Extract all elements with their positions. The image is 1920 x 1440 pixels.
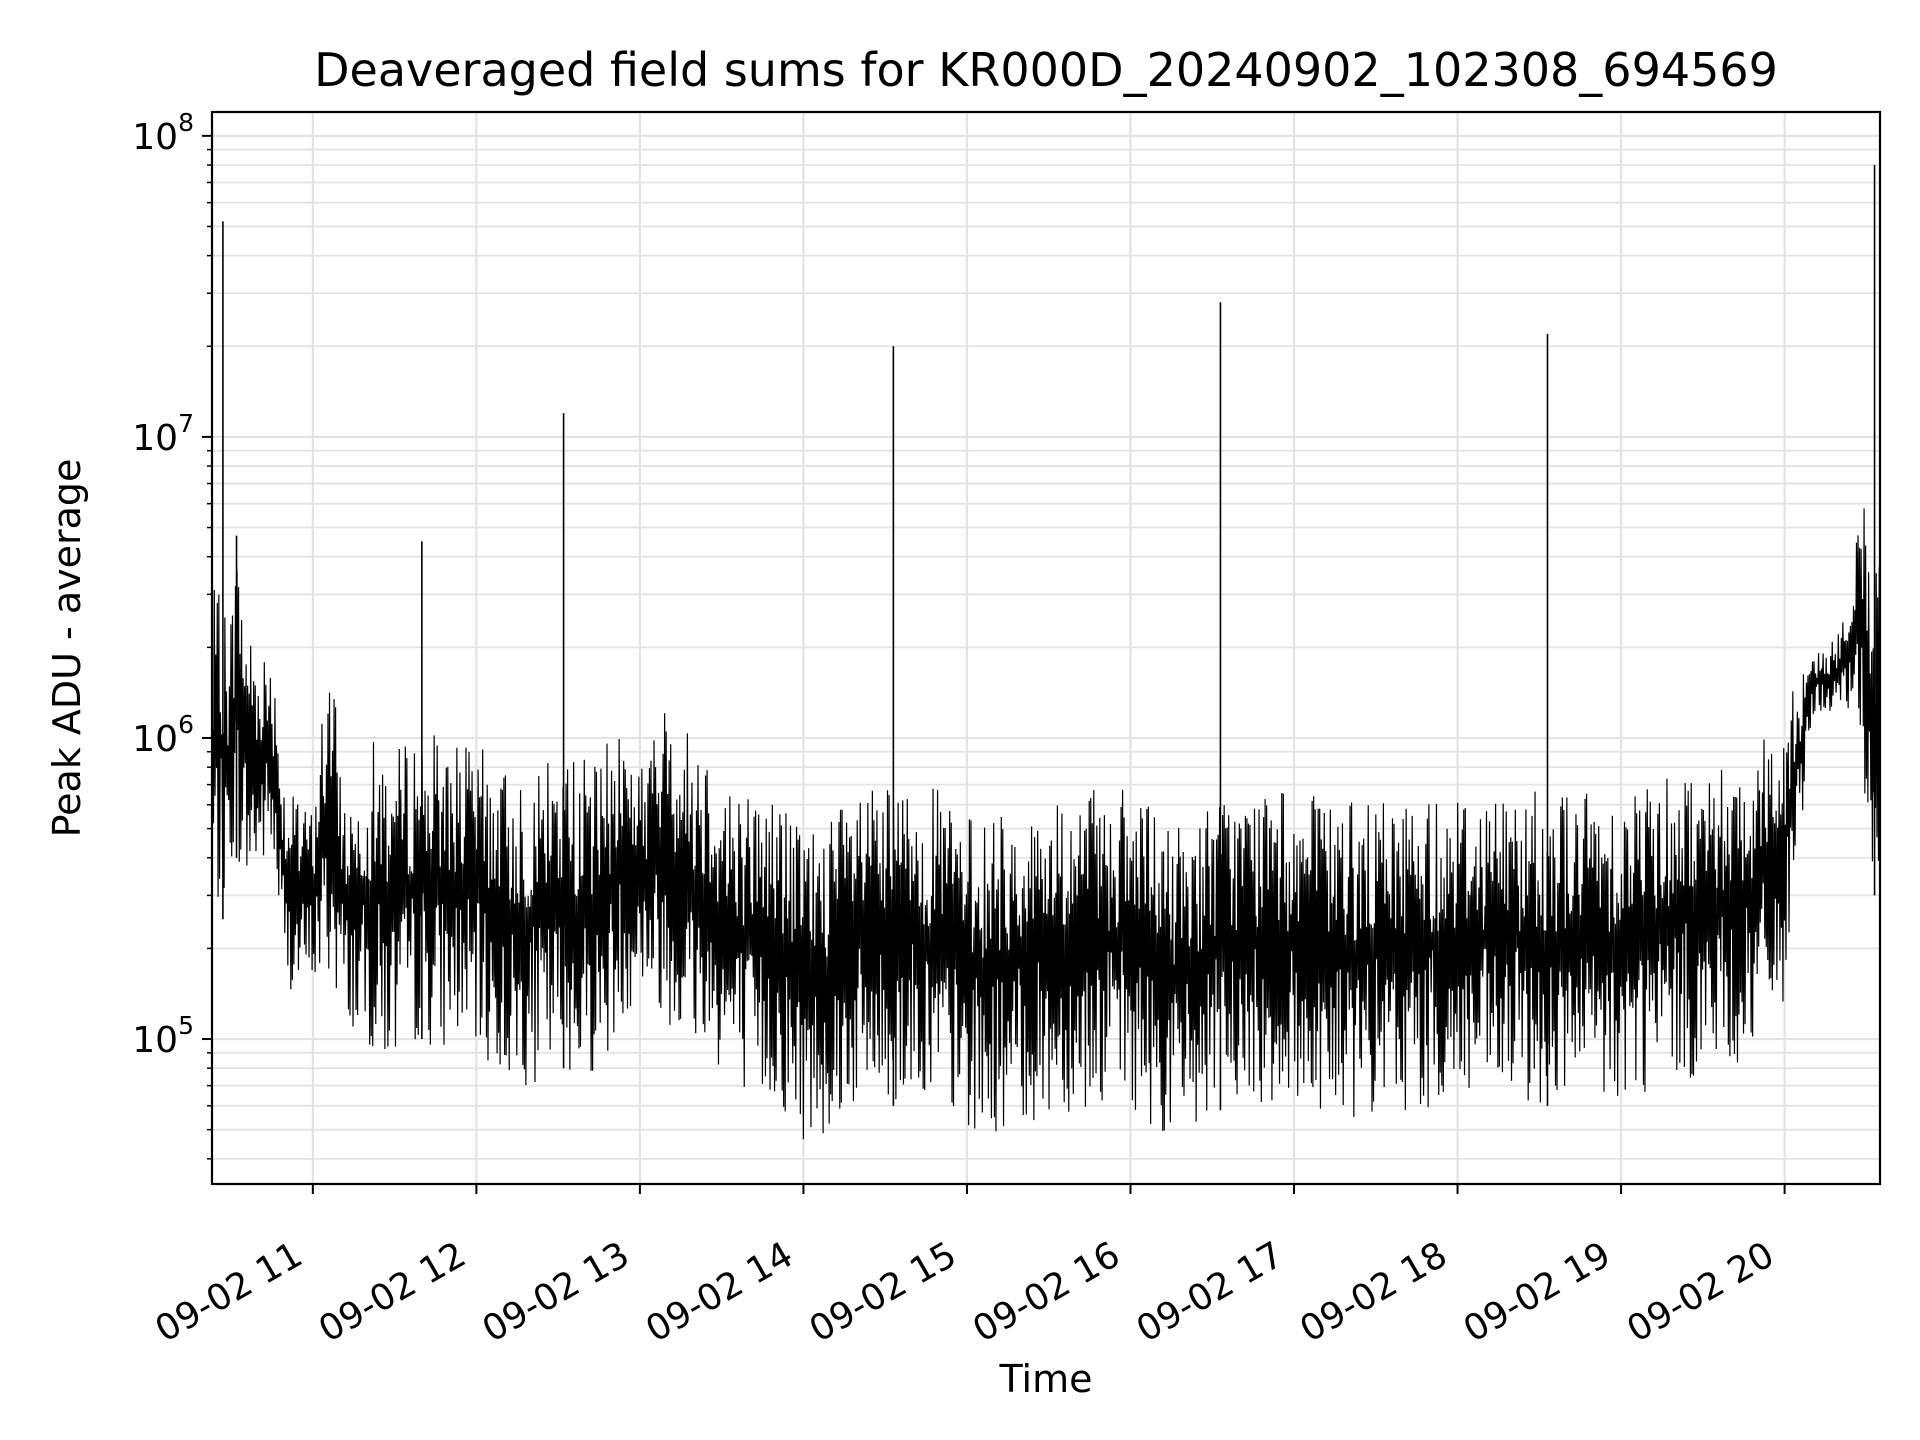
y-axis: 105 106 107 108 [132,108,212,1160]
y-tick-label: 106 [132,710,194,760]
y-axis-label: Peak ADU - average [45,459,89,838]
series-trace [211,508,1881,1140]
x-axis-label: Time [999,1357,1093,1401]
chart-title: Deaveraged field sums for KR000D_2024090… [314,43,1778,97]
y-tick-label: 108 [132,108,194,158]
plot-area [211,165,1881,1140]
y-tick-label: 107 [132,409,194,459]
y-tick-label: 105 [132,1011,194,1061]
